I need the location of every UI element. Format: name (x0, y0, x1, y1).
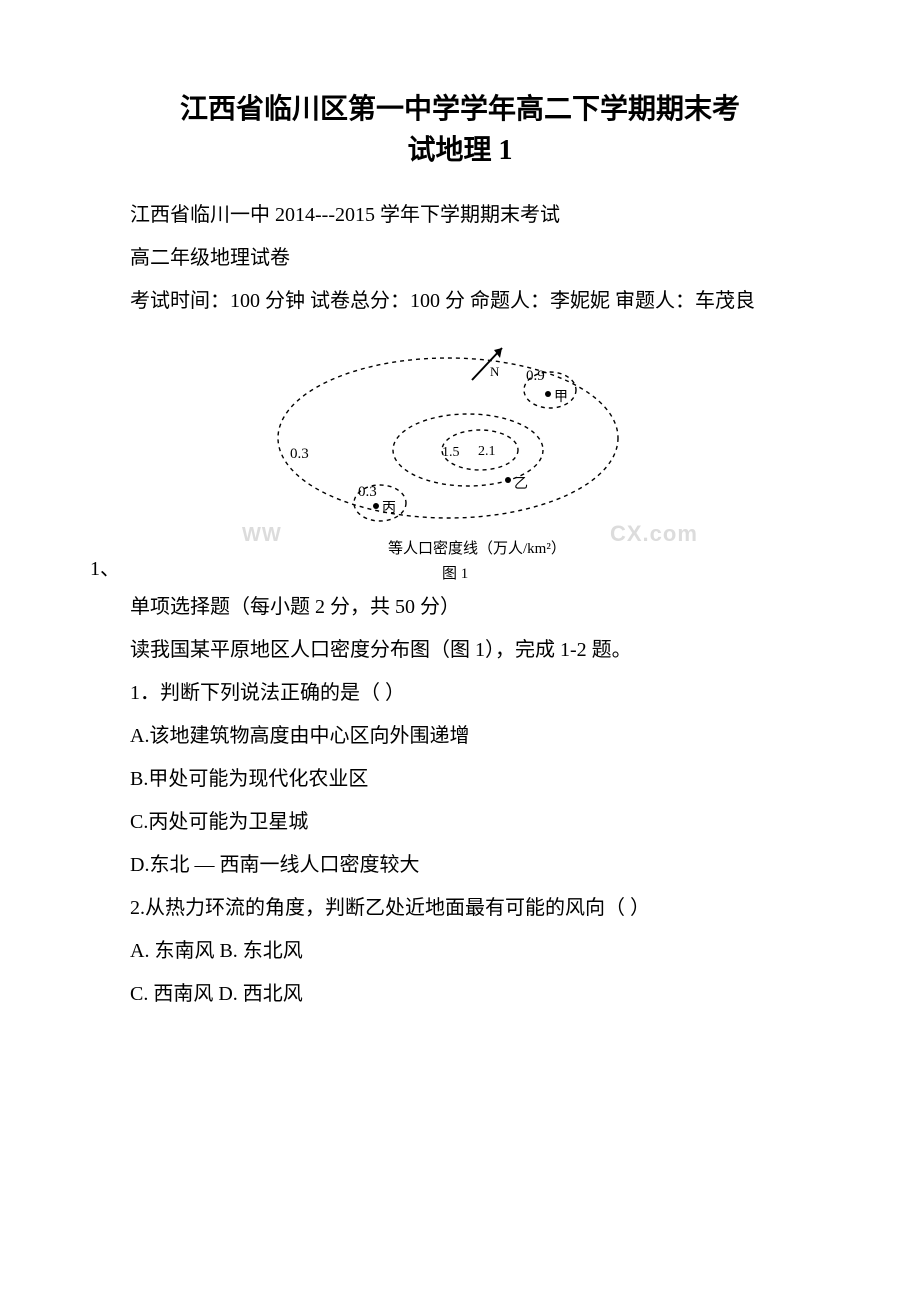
subtitle: 江西省临川一中 2014---2015 学年下学期期末考试 (90, 197, 830, 234)
q1-option-b: B.甲处可能为现代化农业区 (90, 761, 830, 798)
outer-left-label: 0.3 (290, 446, 309, 462)
q2-row-2: C. 西南风 D. 西北风 (90, 976, 830, 1013)
q1-stem: 1．判断下列说法正确的是（ ） (90, 675, 830, 712)
q2-stem: 2.从热力环流的角度，判断乙处近地面最有可能的风向（ ） (90, 890, 830, 927)
title-line-2: 试地理 1 (407, 135, 512, 166)
q1-option-c: C.丙处可能为卫星城 (90, 804, 830, 841)
q1-option-a: A.该地建筑物高度由中心区向外围递增 (90, 718, 830, 755)
jia-char: 甲 (554, 390, 568, 405)
north-label: N (490, 364, 500, 379)
figure-1: N 0.3 0.9 甲 0.3 丙 1.5 2.1 乙 等人口密度线（万人/km… (90, 328, 830, 583)
figure-legend: 等人口密度线（万人/km²） (388, 539, 566, 557)
exam-info: 考试时间：100 分钟 试卷总分：100 分 命题人：李妮妮 审题人：车茂良 (90, 283, 830, 320)
figure-caption: 图 1 (442, 565, 468, 582)
grade-line: 高二年级地理试卷 (90, 240, 830, 277)
density-map-svg: N 0.3 0.9 甲 0.3 丙 1.5 2.1 乙 等人口密度线（万人/km… (250, 328, 670, 583)
page-title: 江西省临川区第一中学学年高二下学期期末考 试地理 1 (90, 90, 830, 171)
section-heading: 单项选择题（每小题 2 分，共 50 分） (90, 589, 830, 626)
bing-char: 丙 (382, 501, 396, 516)
bing-value: 0.3 (358, 484, 377, 500)
yi-char: 乙 (514, 476, 528, 492)
q2-row-1: A. 东南风 B. 东北风 (90, 933, 830, 970)
center-left-label: 1.5 (442, 445, 460, 460)
jia-value: 0.9 (526, 368, 545, 384)
title-line-1: 江西省临川区第一中学学年高二下学期期末考 (180, 94, 740, 125)
section-marker: 1、 (90, 552, 120, 581)
q1-option-d: D.东北 — 西南一线人口密度较大 (90, 847, 830, 884)
center-right-label: 2.1 (478, 444, 496, 459)
instruction: 读我国某平原地区人口密度分布图（图 1），完成 1-2 题。 (90, 632, 830, 669)
